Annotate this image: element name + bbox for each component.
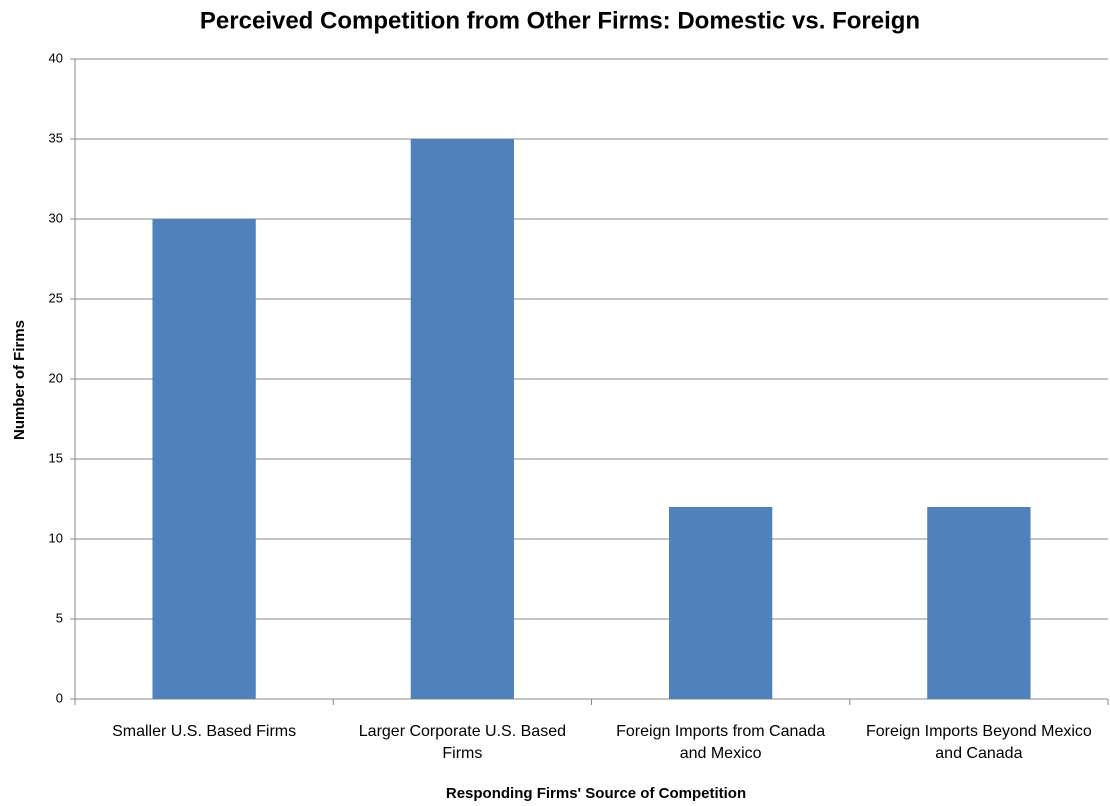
y-tick-label: 15 bbox=[49, 450, 63, 465]
chart-title: Perceived Competition from Other Firms: … bbox=[200, 7, 920, 34]
y-tick-label: 0 bbox=[56, 690, 63, 705]
y-axis-label: Number of Firms bbox=[11, 320, 28, 440]
bar bbox=[668, 507, 773, 699]
y-tick-label: 10 bbox=[49, 530, 63, 545]
bar bbox=[152, 219, 256, 699]
x-tick-label: Foreign Imports from Canada and Mexico bbox=[616, 723, 826, 762]
y-tick-label: 40 bbox=[49, 50, 63, 65]
x-tick-label: Foreign Imports Beyond Mexico and Canada bbox=[865, 723, 1092, 762]
x-tick-label: Smaller U.S. Based Firms bbox=[112, 723, 297, 740]
bar bbox=[410, 139, 515, 699]
y-tick-label: 5 bbox=[56, 610, 63, 625]
y-tick-label: 20 bbox=[49, 370, 63, 385]
y-tick-label: 25 bbox=[49, 290, 63, 305]
x-axis-label: Responding Firms' Source of Competition bbox=[446, 785, 746, 802]
x-tick-label: Larger Corporate U.S. Based Firms bbox=[358, 723, 566, 762]
bar bbox=[927, 507, 1031, 699]
y-tick-label: 30 bbox=[49, 210, 63, 225]
y-tick-label: 35 bbox=[49, 130, 63, 145]
